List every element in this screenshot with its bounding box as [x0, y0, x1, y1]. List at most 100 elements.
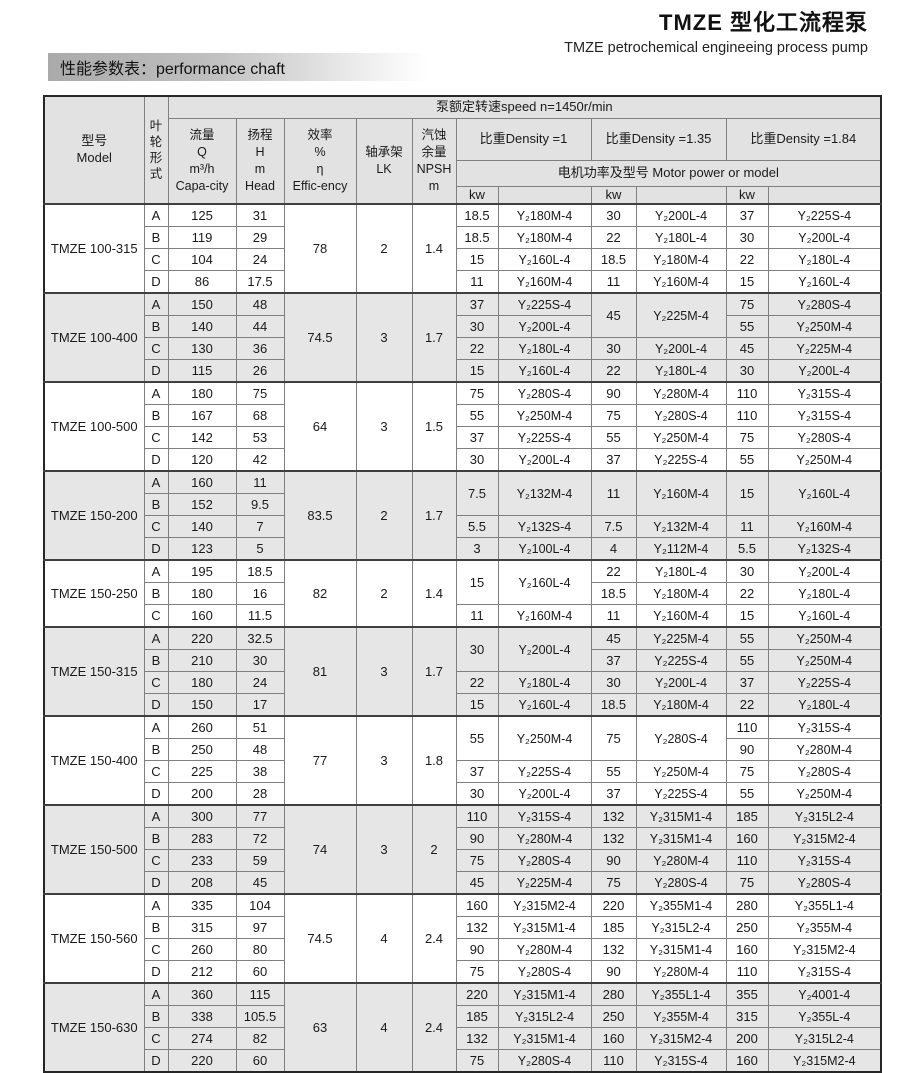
kw-cell-density-1: 75: [455, 849, 499, 873]
head-cell: 11.5: [235, 604, 285, 628]
impeller-cell: A: [143, 982, 169, 1007]
table-row: D 212 60 75 Y₂280S-4 90 Y₂280M-4 110 Y₂315S-4: [44, 960, 882, 984]
kw-cell-density-1-84: 30: [725, 226, 769, 250]
motor-model-cell-density-1-84: Y₂200L-4: [767, 359, 882, 383]
header-motor-model-blank-1: [497, 185, 592, 205]
kw-cell-density-1: 110: [455, 804, 499, 829]
impeller-cell: C: [143, 1027, 169, 1051]
motor-model-cell-density-1-84: Y₂280S-4: [767, 292, 882, 317]
impeller-cell: C: [143, 337, 169, 361]
impeller-cell: D: [143, 359, 169, 383]
motor-model-cell-density-1-84: Y₂315M2-4: [767, 1049, 882, 1073]
motor-model-cell-density-1: Y₂225M-4: [497, 871, 592, 895]
head-cell: 17.5: [235, 270, 285, 294]
motor-model-cell-density-1: Y₂200L-4: [497, 315, 592, 339]
model-cell: TMZE 150-200: [43, 470, 145, 561]
impeller-cell: A: [143, 893, 169, 918]
capacity-cell: 180: [167, 381, 237, 406]
head-cell: 44: [235, 315, 285, 339]
motor-model-cell-density-1-35: Y₂160M-4: [635, 470, 727, 517]
kw-cell-density-1-35: 90: [590, 381, 637, 406]
capacity-cell: 140: [167, 315, 237, 339]
kw-cell-density-1-84: 15: [725, 604, 769, 628]
motor-model-cell-density-1: Y₂160L-4: [497, 248, 592, 272]
efficiency-cell: 82: [283, 559, 357, 628]
kw-cell-density-1-35: 11: [590, 270, 637, 294]
kw-cell-density-1-35: 37: [590, 782, 637, 806]
kw-cell-density-1-35: 18.5: [590, 693, 637, 717]
head-cell: 48: [235, 292, 285, 317]
capacity-cell: 167: [167, 404, 237, 428]
motor-model-cell-density-1-84: Y₂250M-4: [767, 782, 882, 806]
capacity-cell: 220: [167, 1049, 237, 1073]
kw-cell-density-1: 15: [455, 248, 499, 272]
impeller-cell: C: [143, 760, 169, 784]
impeller-cell: D: [143, 960, 169, 984]
kw-cell-density-1-84: 22: [725, 582, 769, 606]
header-head: 扬程 H m Head: [235, 117, 285, 205]
capacity-cell: 119: [167, 226, 237, 250]
kw-cell-density-1-35: 30: [590, 203, 637, 228]
capacity-cell: 200: [167, 782, 237, 806]
motor-model-cell-density-1: Y₂225S-4: [497, 426, 592, 450]
capacity-cell: 300: [167, 804, 237, 829]
impeller-cell: B: [143, 226, 169, 250]
motor-model-cell-density-1: Y₂180L-4: [497, 671, 592, 695]
motor-model-cell-density-1: Y₂132M-4: [497, 470, 592, 517]
model-cell: TMZE 150-630: [43, 982, 145, 1073]
head-cell: 48: [235, 738, 285, 762]
header-motor-model-blank-2: [635, 185, 727, 205]
motor-model-cell-density-1-35: Y₂225M-4: [635, 626, 727, 651]
motor-model-cell-density-1-84: Y₂250M-4: [767, 315, 882, 339]
head-cell: 28: [235, 782, 285, 806]
bearing-cell: 2: [355, 203, 413, 294]
impeller-cell: C: [143, 426, 169, 450]
kw-cell-density-1: 11: [455, 604, 499, 628]
kw-cell-density-1-84: 37: [725, 203, 769, 228]
head-cell: 17: [235, 693, 285, 717]
npsh-cell: 2: [411, 804, 457, 895]
kw-cell-density-1-84: 110: [725, 960, 769, 984]
motor-model-cell-density-1-35: Y₂355M1-4: [635, 893, 727, 918]
kw-cell-density-1: 5.5: [455, 515, 499, 539]
model-cell: TMZE 150-500: [43, 804, 145, 895]
head-cell: 16: [235, 582, 285, 606]
kw-cell-density-1: 15: [455, 559, 499, 606]
motor-model-cell-density-1: Y₂315S-4: [497, 804, 592, 829]
header-model: 型号 Model: [43, 95, 145, 205]
header-bearing-bracket: 轴承架 LK: [355, 117, 413, 205]
motor-model-cell-density-1: Y₂315M1-4: [497, 982, 592, 1007]
kw-cell-density-1-84: 22: [725, 693, 769, 717]
motor-model-cell-density-1: Y₂160M-4: [497, 604, 592, 628]
motor-model-cell-density-1-35: Y₂250M-4: [635, 760, 727, 784]
head-cell: 104: [235, 893, 285, 918]
kw-cell-density-1-84: 5.5: [725, 537, 769, 561]
head-cell: 105.5: [235, 1005, 285, 1029]
kw-cell-density-1-84: 315: [725, 1005, 769, 1029]
motor-model-cell-density-1-35: Y₂280M-4: [635, 960, 727, 984]
motor-model-cell-density-1-84: Y₂180L-4: [767, 582, 882, 606]
kw-cell-density-1-84: 200: [725, 1027, 769, 1051]
impeller-cell: D: [143, 693, 169, 717]
motor-model-cell-density-1-84: Y₂180L-4: [767, 693, 882, 717]
impeller-cell: A: [143, 292, 169, 317]
head-cell: 75: [235, 381, 285, 406]
capacity-cell: 360: [167, 982, 237, 1007]
motor-model-cell-density-1-84: Y₂180L-4: [767, 248, 882, 272]
header-motor-power: 电机功率及型号 Motor power or model: [455, 159, 882, 187]
head-cell: 24: [235, 248, 285, 272]
head-cell: 80: [235, 938, 285, 962]
table-row: C 142 53 37 Y₂225S-4 55 Y₂250M-4 75 Y₂280S-4: [44, 426, 882, 450]
table-row: C 225 38 37 Y₂225S-4 55 Y₂250M-4 75 Y₂280S-4: [44, 760, 882, 784]
motor-model-cell-density-1-35: Y₂315M1-4: [635, 938, 727, 962]
model-cell: TMZE 150-315: [43, 626, 145, 717]
header-npsh: 汽蚀 余量 NPSH m: [411, 117, 457, 205]
kw-cell-density-1-35: 11: [590, 470, 637, 517]
head-cell: 32.5: [235, 626, 285, 651]
kw-cell-density-1-35: 45: [590, 626, 637, 651]
kw-cell-density-1-35: 30: [590, 337, 637, 361]
header-capacity: 流量 Q m³/h Capa-city: [167, 117, 237, 205]
table-row: TMZE 150-400 A 260 51 77 3 1.8 55 Y₂250M-4 75 Y₂28…: [43, 715, 882, 806]
impeller-cell: D: [143, 871, 169, 895]
kw-cell-density-1-35: 132: [590, 827, 637, 851]
